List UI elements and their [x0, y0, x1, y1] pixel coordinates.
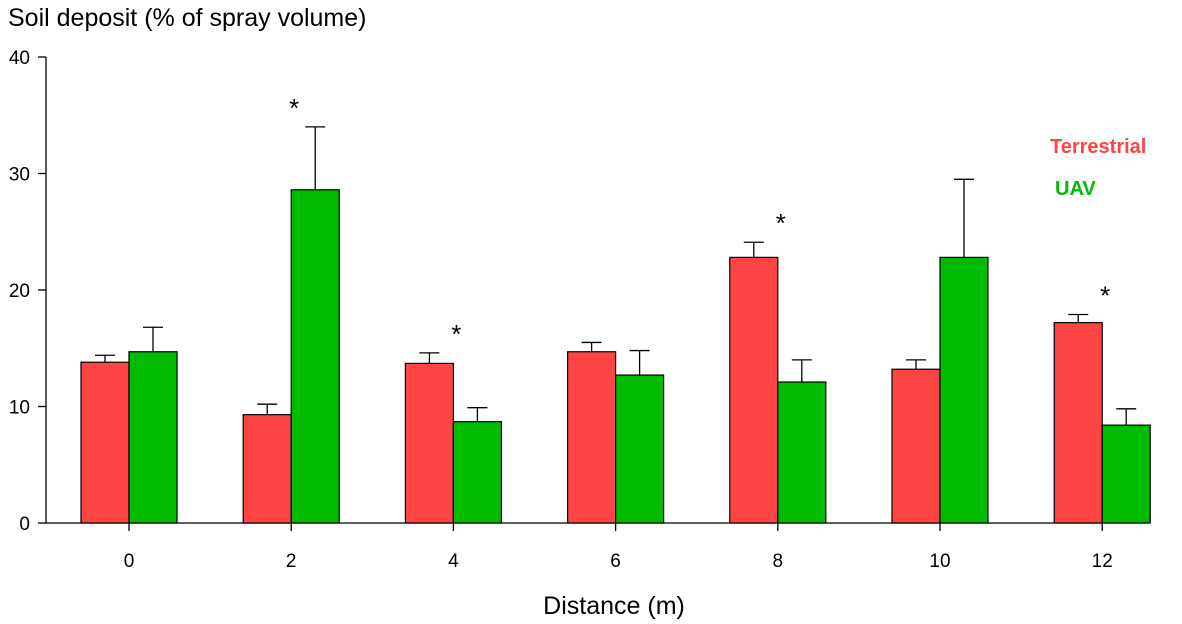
bar-terrestrial-0 [80, 361, 130, 524]
bar-terrestrial-2 [242, 414, 292, 524]
bar-uav-6 [614, 374, 665, 524]
chart-title: Soil deposit (% of spray volume) [8, 4, 366, 32]
bar-terrestrial-4 [404, 362, 454, 524]
x-tick-label: 0 [124, 551, 135, 572]
legend-entry-uav: UAV [1055, 178, 1096, 200]
x-tick-label: 2 [286, 551, 297, 572]
y-axis-ticks: 0 10 20 30 40 [9, 48, 46, 535]
bar-series [80, 189, 1151, 524]
y-tick-label: 40 [9, 48, 30, 69]
bar-uav-4 [452, 421, 502, 524]
bar-terrestrial-12 [1053, 322, 1103, 524]
x-axis-ticks: 0 2 4 6 8 10 12 [124, 523, 1113, 572]
x-axis-label: Distance (m) [543, 592, 685, 620]
bar-terrestrial-6 [566, 351, 617, 524]
x-tick-label: 4 [448, 551, 459, 572]
significance-asterisk: * [289, 93, 299, 123]
y-tick-label: 30 [9, 165, 30, 186]
y-tick-label: 10 [9, 398, 30, 419]
bar-uav-8 [777, 381, 827, 524]
legend-entry-terrestrial: Terrestrial [1050, 136, 1146, 158]
bar-uav-0 [128, 351, 178, 524]
y-tick-label: 20 [9, 281, 30, 302]
bar-uav-12 [1101, 424, 1151, 524]
error-bars [95, 126, 1137, 426]
bar-terrestrial-10 [891, 368, 941, 524]
x-tick-label: 12 [1092, 551, 1113, 572]
y-tick-label: 0 [19, 514, 30, 535]
x-tick-label: 6 [610, 551, 621, 572]
significance-asterisk: * [1100, 280, 1110, 310]
bar-uav-10 [939, 256, 989, 524]
bar-uav-2 [290, 189, 340, 524]
legend: Terrestrial UAV [1050, 136, 1146, 200]
x-tick-label: 8 [773, 551, 784, 572]
x-tick-label: 10 [929, 551, 950, 572]
bar-terrestrial-8 [729, 256, 779, 524]
significance-markers: * * * * [289, 93, 1110, 349]
significance-asterisk: * [451, 319, 461, 349]
significance-asterisk: * [776, 208, 786, 238]
